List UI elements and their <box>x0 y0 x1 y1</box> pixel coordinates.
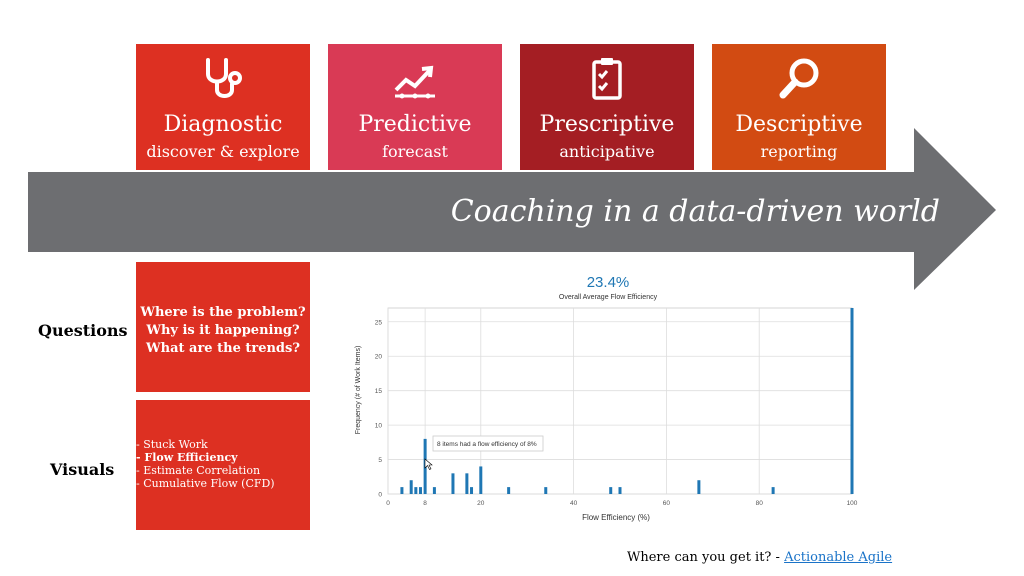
y-tick-label: 5 <box>378 457 382 464</box>
chart-bar <box>697 480 701 494</box>
chart-tooltip: 8 items had a flow efficiency of 8% <box>432 435 544 452</box>
chart-title: Overall Average Flow Efficiency <box>559 294 658 301</box>
x-tick-label: 80 <box>756 500 764 507</box>
question-item: Where is the problem? <box>140 305 306 320</box>
timeline-arrow <box>28 128 996 290</box>
chart-bar <box>479 466 483 494</box>
card-subtitle: discover & explore <box>146 142 300 161</box>
footer-text: Where can you get it? - <box>627 550 785 565</box>
question-item: What are the trends? <box>146 341 300 356</box>
visual-item: - Estimate Correlation <box>136 464 261 477</box>
x-tick-label: 100 <box>847 500 858 507</box>
cursor-icon <box>424 458 433 470</box>
chart-ticks: 0 5 10 15 20 25 0 8 20 40 60 80 100 <box>375 319 858 507</box>
y-tick-label: 15 <box>375 388 383 395</box>
chart-bar <box>414 487 418 494</box>
y-tick-label: 25 <box>375 319 383 326</box>
card-title: Descriptive <box>735 112 863 137</box>
card-diagnostic: Diagnostic discover & explore <box>136 44 310 170</box>
x-tick-label: 60 <box>663 500 671 507</box>
card-prescriptive: Prescriptive anticipative <box>520 44 694 170</box>
y-tick-label: 10 <box>375 423 383 430</box>
chart-headline: 23.4% <box>587 274 630 291</box>
visuals-box: - Stuck Work - Flow Efficiency - Estimat… <box>136 400 310 530</box>
card-subtitle: forecast <box>382 142 448 161</box>
question-item: Why is it happening? <box>146 323 300 338</box>
y-tick-label: 0 <box>378 492 382 499</box>
visuals-label: Visuals <box>50 460 115 479</box>
chart-bar <box>618 487 622 494</box>
card-subtitle: reporting <box>760 142 838 161</box>
card-title: Predictive <box>358 112 472 137</box>
clipboard-check-icon <box>592 58 622 100</box>
card-predictive: Predictive forecast <box>328 44 502 170</box>
trend-chart-icon <box>394 65 435 99</box>
chart-grid <box>387 307 853 495</box>
chart-bar <box>507 487 511 494</box>
x-tick-label: 8 <box>423 500 427 507</box>
magnifier-icon <box>779 58 819 99</box>
chart-bar <box>451 473 455 494</box>
card-subtitle: anticipative <box>559 142 655 161</box>
questions-label: Questions <box>38 321 128 340</box>
chart-bar <box>544 487 548 494</box>
chart-bar <box>432 487 436 494</box>
chart-xlabel: Flow Efficiency (%) <box>582 513 650 522</box>
chart-bar <box>409 480 413 494</box>
chart-tooltip-text: 8 items had a flow efficiency of 8% <box>437 441 537 448</box>
stethoscope-icon <box>206 58 242 98</box>
visual-item: - Stuck Work <box>136 438 208 451</box>
actionable-agile-link[interactable]: Actionable Agile <box>784 550 893 565</box>
footer-note: Where can you get it? - Actionable Agile <box>627 550 892 565</box>
x-tick-label: 0 <box>386 500 390 507</box>
chart-bar <box>609 487 613 494</box>
chart-bar <box>470 487 474 494</box>
chart-ylabel: Frequency (# of Work Items) <box>355 346 362 435</box>
chart-bar <box>850 308 854 494</box>
chart-frame <box>387 307 853 495</box>
card-descriptive: Descriptive reporting <box>712 44 886 170</box>
chart-bar <box>418 487 422 494</box>
x-tick-label: 20 <box>477 500 485 507</box>
arrow-caption: Coaching in a data-driven world <box>450 194 940 229</box>
card-title: Prescriptive <box>539 112 675 137</box>
chart-bars <box>400 308 854 494</box>
y-tick-label: 20 <box>375 354 383 361</box>
visual-item: - Flow Efficiency <box>136 451 238 464</box>
chart-bar <box>400 487 404 494</box>
x-tick-label: 40 <box>570 500 578 507</box>
questions-box: Where is the problem? Why is it happenin… <box>136 262 310 392</box>
flow-efficiency-chart: 0 5 10 15 20 25 0 8 20 40 60 80 100 23.4% Overall Av… <box>355 274 858 522</box>
chart-bar <box>771 487 775 494</box>
card-title: Diagnostic <box>163 112 283 137</box>
chart-bar <box>465 473 469 494</box>
visual-item: - Cumulative Flow (CFD) <box>136 477 275 490</box>
